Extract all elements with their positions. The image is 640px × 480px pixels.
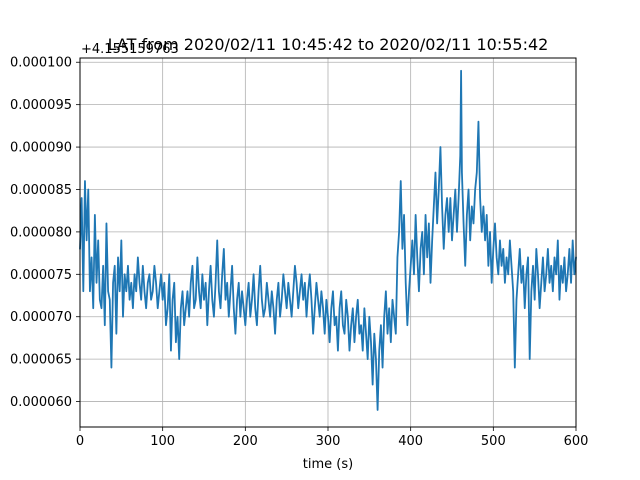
y-tick-label: 0.000070 [10, 310, 72, 325]
y-tick-label: 0.000065 [10, 353, 72, 368]
y-axis-ticks: 0.000060 0.000065 0.000070 0.000075 0.000080… [10, 56, 80, 410]
x-tick-label: 600 [564, 434, 589, 449]
y-tick-label: 0.000090 [10, 141, 72, 156]
y-axis-offset-label: +4.155159763 [81, 42, 179, 57]
y-tick-label: 0.000080 [10, 225, 72, 240]
x-tick-label: 500 [481, 434, 506, 449]
x-tick-label: 300 [316, 434, 341, 449]
chart-title: LAT from 2020/02/11 10:45:42 to 2020/02/… [108, 35, 549, 54]
x-tick-label: 400 [398, 434, 423, 449]
x-tick-label: 0 [76, 434, 84, 449]
x-tick-label: 100 [150, 434, 175, 449]
y-tick-label: 0.000095 [10, 98, 72, 113]
x-axis-ticks: 0 100 200 300 400 500 600 [76, 427, 589, 449]
series-line [79, 69, 577, 411]
y-tick-label: 0.000060 [10, 395, 72, 410]
y-tick-label: 0.000100 [10, 56, 72, 71]
x-axis-label: time (s) [303, 457, 353, 472]
y-tick-label: 0.000085 [10, 183, 72, 198]
x-tick-label: 200 [233, 434, 258, 449]
y-tick-label: 0.000075 [10, 268, 72, 283]
